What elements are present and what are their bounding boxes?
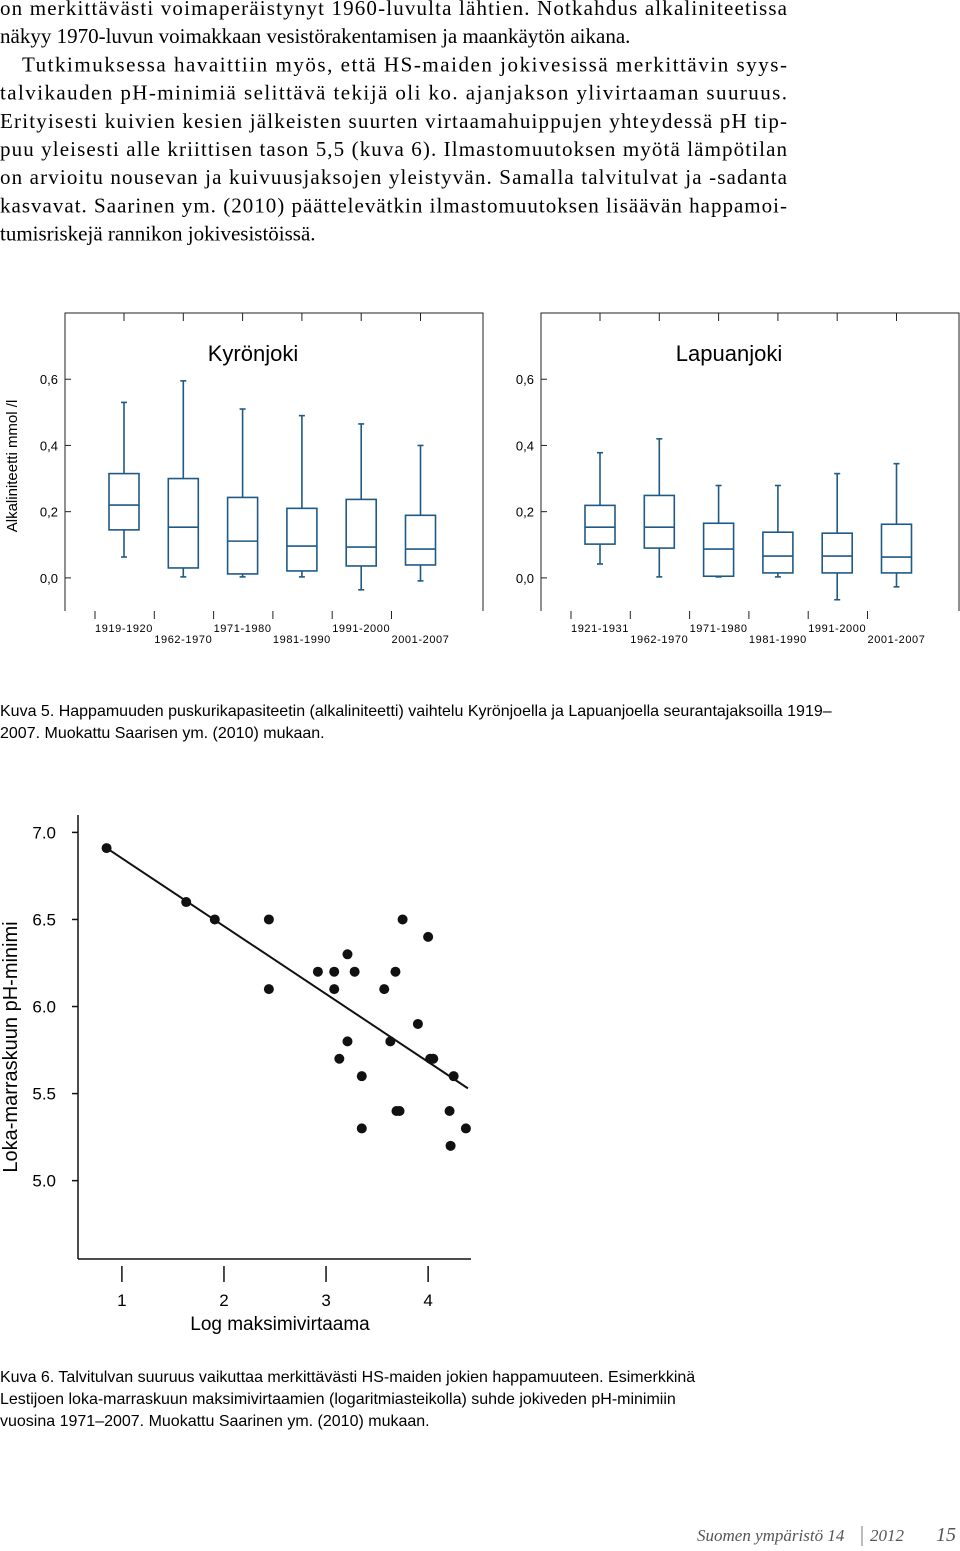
box [821, 532, 854, 574]
x-tick-label: 1981-1990 [749, 634, 807, 646]
box [404, 514, 437, 566]
x-tick-label: 1971-1980 [214, 623, 272, 635]
figure-caption: Lestijoen loka-marraskuun maksimivirtaam… [0, 1391, 676, 1408]
body-text-line: talvikauden pH-minimiä selittävä tekijä … [0, 81, 787, 105]
y-tick-label: 0,6 [40, 372, 58, 387]
x-tick-label: 3 [321, 1291, 330, 1310]
data-point [209, 914, 220, 925]
box [286, 507, 318, 572]
figure-caption: vuosina 1971–2007. Muokattu Saarinen ym.… [0, 1413, 430, 1430]
y-tick-label: 0,0 [40, 571, 58, 586]
x-tick-label: 1962-1970 [630, 634, 688, 646]
data-point [349, 966, 360, 977]
data-point [101, 843, 112, 854]
y-tick-label: 0,0 [516, 571, 534, 586]
data-point [263, 984, 274, 995]
box [643, 494, 676, 549]
data-point [394, 1106, 405, 1116]
data-point [181, 897, 192, 908]
data-point [263, 914, 274, 925]
figure-caption: 2007. Muokattu Saarisen ym. (2010) mukaa… [0, 725, 325, 742]
y-axis-label: Loka-marraskuun pH-minimi [0, 921, 22, 1172]
data-point [385, 1036, 396, 1047]
x-tick-label: 1921-1931 [571, 623, 629, 635]
x-tick-label: 1 [117, 1291, 126, 1310]
body-text-line: on arvioitu nousevan ja kuivuusjaksojen … [0, 165, 788, 189]
data-point [445, 1140, 456, 1151]
y-tick-label: 7.0 [32, 823, 56, 842]
x-tick-label: 4 [423, 1291, 432, 1310]
y-tick-label: 6.5 [32, 910, 56, 929]
data-point [356, 1071, 367, 1082]
x-tick-label: 1962-1970 [154, 634, 212, 646]
body-text-line: Erityisesti kuivien kesien jälkeisten su… [0, 109, 787, 133]
figure-caption: Kuva 5. Happamuuden puskurikapasiteetin … [0, 703, 832, 720]
data-point [412, 1018, 423, 1029]
box [108, 472, 140, 531]
data-point [379, 984, 390, 995]
y-tick-label: 0,6 [516, 372, 534, 387]
body-text-line: kasvavat. Saarinen ym. (2010) päättelevä… [0, 193, 787, 217]
y-tick-label: 0,2 [516, 505, 534, 520]
y-tick-label: 0,4 [40, 438, 58, 453]
trend-line [106, 847, 469, 1090]
x-tick-label: 1919-1920 [95, 623, 153, 635]
y-axis-label: Alkaliniteetti mmol /l [4, 400, 21, 533]
box [762, 531, 794, 574]
y-tick-label: 0,2 [40, 505, 58, 520]
data-point [329, 966, 340, 977]
box [584, 504, 616, 545]
page-number: 15 [936, 1524, 956, 1546]
x-tick-label: 2 [219, 1291, 228, 1310]
x-tick-label: 2001-2007 [391, 634, 449, 646]
data-point [312, 966, 323, 977]
data-point [334, 1053, 345, 1064]
y-tick-label: 6.0 [32, 998, 56, 1017]
x-tick-label: 2001-2007 [867, 634, 925, 646]
footer-year: 2012 [870, 1526, 905, 1545]
data-point [342, 949, 353, 960]
data-point [423, 931, 434, 942]
chart-title: Kyrönjoki [208, 341, 298, 366]
x-tick-label: 1971-1980 [690, 623, 748, 635]
data-point [390, 966, 401, 977]
data-point [448, 1071, 459, 1082]
x-axis-label: Log maksimivirtaama [190, 1314, 370, 1335]
chart-frame [540, 312, 960, 611]
box [167, 477, 200, 569]
x-tick-label: 1991-2000 [808, 623, 866, 635]
chart-title: Lapuanjoki [676, 341, 782, 366]
y-tick-label: 5.5 [32, 1085, 56, 1104]
box [880, 523, 913, 574]
chart-frame [64, 312, 484, 611]
body-text-line: näkyy 1970-luvun voimakkaan vesistöraken… [0, 24, 630, 48]
data-point [356, 1123, 367, 1134]
box [226, 496, 259, 575]
data-point [444, 1106, 455, 1116]
data-point [460, 1123, 471, 1134]
y-tick-label: 5.0 [32, 1172, 56, 1191]
body-text-line: Tutkimuksessa havaittiin myös, että HS-m… [22, 52, 787, 76]
body-text-line: tumisriskejä rannikon jokivesistöissä. [0, 222, 316, 246]
x-tick-label: 1981-1990 [273, 634, 331, 646]
x-tick-label: 1991-2000 [332, 623, 390, 635]
data-point [342, 1036, 353, 1047]
box [345, 498, 378, 567]
y-tick-label: 0,4 [516, 438, 534, 453]
body-text-line: puu yleisesti alle kriittisen tason 5,5 … [0, 137, 787, 161]
body-text-line: on merkittävästi voimaperäistynyt 1960-l… [0, 0, 788, 20]
footer-publication: Suomen ympäristö 14 [697, 1526, 845, 1545]
data-point [397, 914, 408, 925]
data-point [329, 984, 340, 995]
data-point [428, 1053, 439, 1064]
figure-caption: Kuva 6. Talvitulvan suuruus vaikuttaa me… [0, 1369, 695, 1386]
